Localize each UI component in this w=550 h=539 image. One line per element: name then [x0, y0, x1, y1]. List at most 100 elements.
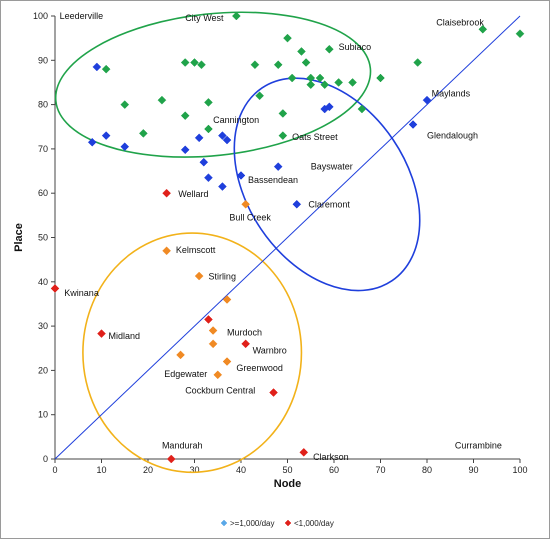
point-label: Kelmscott — [176, 245, 216, 255]
point-label: Leederville — [60, 11, 104, 21]
diagonal-reference-line — [54, 15, 521, 460]
y-tick-label: 30 — [38, 321, 48, 331]
data-point — [180, 111, 190, 121]
data-point — [180, 58, 190, 67]
data-point — [315, 73, 325, 83]
data-point — [218, 182, 227, 191]
data-point — [166, 454, 176, 464]
data-point — [204, 124, 213, 134]
y-tick-label: 80 — [38, 100, 48, 110]
data-point — [273, 60, 283, 70]
data-point — [204, 315, 213, 324]
point-label: Bayswater — [311, 162, 353, 172]
point-label: Oats Street — [292, 132, 338, 142]
data-point — [324, 44, 334, 54]
point-label: Claremont — [308, 199, 350, 209]
point-label: Cockburn Central — [185, 385, 255, 395]
data-point — [376, 73, 385, 83]
data-point — [278, 109, 288, 118]
data-point — [138, 129, 148, 138]
point-labels: Leederville City West Claisebrook Subiaco Ma… — [60, 11, 502, 462]
x-tick-label: 40 — [236, 465, 246, 475]
data-point — [222, 135, 232, 145]
data-point — [287, 73, 297, 83]
data-point — [306, 80, 316, 90]
x-tick-label: 30 — [189, 465, 199, 475]
data-point — [162, 188, 171, 198]
y-tick-label: 50 — [38, 233, 48, 243]
data-point — [231, 11, 241, 21]
y-tick-label: 90 — [38, 55, 48, 65]
data-point — [241, 199, 251, 209]
point-label: Wellard — [178, 189, 208, 199]
ellipse-blue — [233, 77, 421, 292]
data-point — [190, 58, 199, 67]
data-point — [478, 24, 488, 34]
data-point — [222, 357, 232, 366]
data-point — [297, 47, 306, 56]
legend-marker — [284, 519, 292, 527]
data-point — [97, 329, 106, 338]
data-point — [273, 162, 283, 171]
point-label: Mandurah — [162, 441, 203, 451]
x-tick-label: 50 — [282, 465, 292, 475]
x-tick-label: 90 — [468, 465, 478, 475]
x-tick-label: 0 — [52, 465, 57, 475]
data-point — [299, 448, 309, 457]
legend-label: <1,000/day — [294, 519, 334, 528]
data-point — [357, 104, 367, 114]
data-point — [408, 120, 418, 129]
point-label: Stirling — [208, 271, 236, 281]
data-point — [208, 339, 218, 349]
x-tick-label: 100 — [512, 465, 527, 475]
data-point — [120, 100, 130, 109]
y-tick-label: 100 — [33, 11, 48, 21]
point-label: City West — [185, 13, 224, 23]
data-point — [157, 95, 167, 105]
data-point — [92, 62, 102, 72]
data-point — [236, 171, 246, 180]
data-point — [422, 95, 432, 105]
data-points — [50, 11, 525, 464]
data-point — [204, 98, 213, 107]
data-point — [515, 29, 525, 39]
data-point — [194, 271, 204, 281]
data-point — [204, 173, 213, 183]
data-point — [101, 131, 111, 140]
y-tick-label: 20 — [38, 365, 48, 375]
point-label: Greenwood — [236, 363, 283, 373]
point-label: Kwinana — [64, 288, 99, 298]
y-tick-label: 40 — [38, 277, 48, 287]
point-label: Midland — [108, 331, 140, 341]
x-tick-label: 60 — [329, 465, 339, 475]
data-point — [292, 199, 302, 209]
y-axis-title: Place — [13, 223, 25, 252]
data-point — [241, 339, 251, 349]
data-point — [324, 102, 334, 112]
point-label: Subiaco — [339, 42, 372, 52]
y-tick-label: 0 — [43, 454, 48, 464]
data-point — [180, 145, 190, 155]
point-label: Cannington — [213, 115, 259, 125]
data-point — [320, 80, 330, 90]
point-label: Bull Creek — [229, 213, 271, 223]
point-label: Maylands — [432, 89, 471, 99]
point-label: Murdoch — [227, 328, 262, 338]
y-tick-label: 10 — [38, 410, 48, 420]
data-point — [197, 60, 206, 70]
point-label: Currambine — [455, 441, 502, 451]
x-tick-label: 20 — [143, 465, 153, 475]
ellipse-orange — [82, 232, 303, 474]
point-label: Warnbro — [253, 345, 287, 355]
point-label: Clarkson — [313, 452, 349, 462]
legend-label: >=1,000/day — [230, 519, 274, 528]
x-axis-title: Node — [274, 478, 302, 490]
data-point — [348, 78, 357, 87]
x-tick-label: 80 — [422, 465, 432, 475]
data-point — [255, 91, 264, 101]
ellipses — [54, 11, 421, 474]
ellipse-green — [54, 11, 372, 158]
